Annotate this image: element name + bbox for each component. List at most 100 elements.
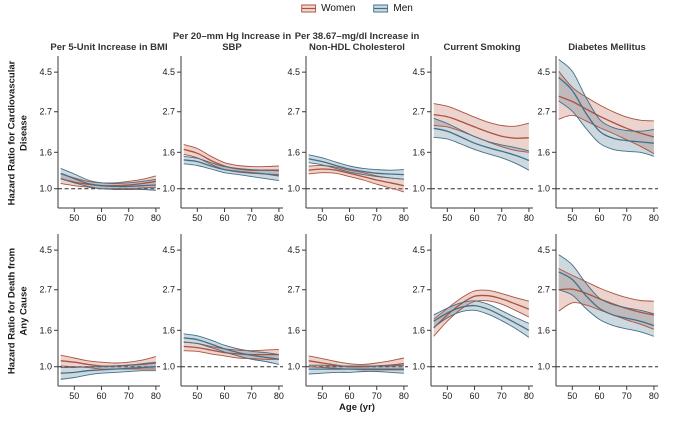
y-tick-label: 4.5: [287, 245, 300, 255]
ci-lower-men: [558, 289, 655, 337]
ci-lower-men: [308, 162, 404, 180]
y-axis-label-death: Hazard Ratio for Death from Any Cause: [6, 247, 30, 375]
y-tick-label: 1.0: [162, 184, 175, 194]
panel-death-diabetes: 1.0 1.6 2.7 4.5 50 60 70 80: [537, 234, 659, 401]
ci-band-women: [558, 71, 654, 154]
column-title-diabetes: Diabetes Mellitus: [568, 42, 646, 54]
x-tick-label: 70: [622, 391, 632, 401]
ci-lower-men: [558, 100, 655, 157]
x-tick-label: 80: [524, 213, 534, 223]
hr-line-women: [433, 294, 530, 329]
hr-line-men: [433, 304, 530, 331]
y-tick-label: 4.5: [162, 67, 175, 77]
y-tick-label: 4.5: [412, 67, 425, 77]
x-tick-label: 60: [97, 213, 107, 223]
y-tick-label: 1.6: [162, 325, 175, 335]
hr-line-men: [183, 159, 279, 177]
x-tick-label: 60: [345, 391, 355, 401]
ci-upper-men: [558, 59, 654, 132]
x-tick-label: 70: [497, 213, 507, 223]
y-tick-label: 4.5: [39, 67, 52, 77]
ci-band-women: [558, 268, 654, 330]
x-tick-label: 70: [622, 213, 632, 223]
x-tick-label: 70: [247, 391, 257, 401]
y-tick-label: 4.5: [537, 245, 550, 255]
hr-line-men: [558, 271, 655, 327]
ci-band-women: [433, 289, 529, 337]
x-tick-label: 50: [567, 213, 577, 223]
y-tick-label: 1.6: [287, 325, 300, 335]
y-tick-label: 1.6: [39, 147, 52, 157]
x-tick-label: 80: [274, 213, 284, 223]
x-tick-label: 50: [69, 391, 79, 401]
y-axis-label-cvd: Hazard Ratio for Cardiovascular Disease: [6, 60, 30, 206]
y-tick-label: 2.7: [537, 107, 550, 117]
y-tick-label: 1.0: [412, 184, 425, 194]
legend-swatch-women-icon: [301, 4, 317, 13]
hr-line-women: [558, 288, 655, 316]
hr-line-women: [183, 345, 279, 356]
y-tick-label: 1.0: [537, 184, 550, 194]
hr-line-women: [308, 360, 404, 368]
ci-upper-women: [308, 355, 404, 365]
legend: Women Men: [301, 3, 413, 14]
column-title-sbp: Per 20–mm Hg Increase in SBP: [172, 30, 292, 54]
y-tick-label: 4.5: [412, 245, 425, 255]
ci-upper-women: [433, 103, 530, 127]
ci-lower-men: [433, 136, 530, 171]
ci-band-men: [433, 118, 529, 171]
panel-cvd-diabetes: 1.0 1.6 2.7 4.5 50 60 70 80: [537, 56, 659, 223]
y-tick-label: 4.5: [39, 245, 52, 255]
x-tick-label: 80: [399, 213, 409, 223]
ci-upper-men: [183, 333, 279, 356]
x-axis-label: Age (yr): [339, 402, 375, 413]
column-title-nonhdl: Per 38.67–mg/dl Increase in Non-HDL Chol…: [294, 30, 420, 54]
y-tick-label: 1.6: [412, 325, 425, 335]
x-tick-label: 60: [345, 213, 355, 223]
x-tick-label: 80: [524, 391, 534, 401]
ci-upper-men: [308, 364, 404, 367]
ci-band-women: [308, 165, 404, 192]
ci-upper-women: [60, 354, 157, 364]
y-tick-label: 4.5: [162, 245, 175, 255]
x-tick-label: 60: [220, 391, 230, 401]
x-tick-label: 80: [649, 391, 659, 401]
ci-lower-men: [183, 341, 279, 365]
ci-upper-women: [183, 144, 279, 168]
x-tick-label: 70: [497, 391, 507, 401]
x-tick-label: 80: [151, 391, 161, 401]
ci-lower-women: [433, 300, 530, 337]
y-tick-label: 1.6: [39, 325, 52, 335]
x-tick-label: 70: [247, 213, 257, 223]
y-tick-label: 2.7: [39, 107, 52, 117]
y-tick-label: 1.6: [287, 147, 300, 157]
panel-death-sbp: 1.0 1.6 2.7 4.5 50 60 70 80: [162, 234, 284, 401]
ci-lower-men: [433, 309, 530, 338]
x-tick-label: 50: [192, 391, 202, 401]
x-tick-label: 50: [69, 213, 79, 223]
ci-lower-men: [183, 163, 279, 182]
x-tick-label: 60: [470, 391, 480, 401]
y-tick-label: 1.6: [162, 147, 175, 157]
ci-band-men: [183, 333, 279, 365]
hr-line-women: [308, 168, 405, 187]
y-tick-label: 1.0: [39, 362, 52, 372]
y-tick-label: 1.6: [537, 147, 550, 157]
ci-band-men: [558, 254, 654, 337]
x-tick-label: 50: [317, 213, 327, 223]
x-tick-label: 70: [372, 213, 382, 223]
x-tick-label: 70: [124, 391, 134, 401]
y-tick-label: 2.7: [162, 107, 175, 117]
x-tick-label: 70: [124, 213, 134, 223]
panel-cvd-sbp: 1.0 1.6 2.7 4.5 50 60 70 80: [162, 56, 284, 223]
panel-cvd-bmi: 1.0 1.6 2.7 4.5 50 60 70 80: [39, 56, 161, 223]
y-tick-label: 4.5: [537, 67, 550, 77]
x-tick-label: 60: [220, 213, 230, 223]
panel-death-smoking: 1.0 1.6 2.7 4.5 50 60 70 80: [412, 234, 534, 401]
panel-cvd-smoking: 1.0 1.6 2.7 4.5 50 60 70 80: [412, 56, 534, 223]
y-tick-label: 1.0: [537, 362, 550, 372]
x-tick-label: 70: [372, 391, 382, 401]
y-tick-label: 2.7: [39, 285, 52, 295]
hr-line-men: [60, 172, 156, 188]
